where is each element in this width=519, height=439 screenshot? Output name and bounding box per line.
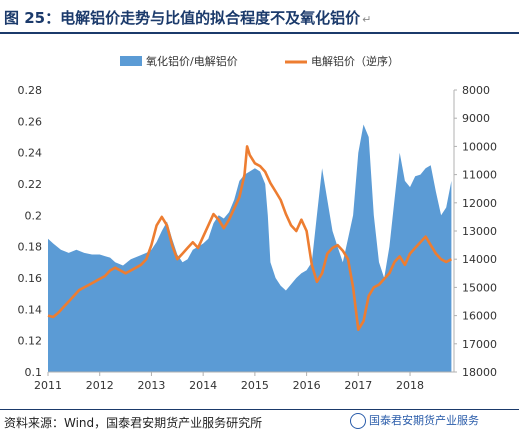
watermark-text: 国泰君安期货产业服务 bbox=[369, 414, 479, 427]
line-series-aluminum-price bbox=[47, 145, 453, 331]
y-left-tick-label: 0.14 bbox=[18, 303, 43, 316]
y-left-tick-label: 0.24 bbox=[18, 147, 43, 160]
x-tick-label: 2013 bbox=[137, 379, 165, 392]
watermark: 国泰君安期货产业服务 bbox=[350, 412, 479, 429]
y-right-tick-label: 14000 bbox=[462, 253, 497, 266]
legend-label-line: 电解铝价（逆序） bbox=[311, 54, 399, 68]
y-left-tick-label: 0.28 bbox=[18, 84, 43, 97]
y-left-tick-label: 0.2 bbox=[25, 209, 43, 222]
x-tick-label: 2011 bbox=[34, 379, 62, 392]
y-right-tick-label: 17000 bbox=[462, 338, 497, 351]
axis-layer: 0.1 0.12 0.14 0.16 0.18 0.2 0.22 0.24 0.26 0.28 80… bbox=[18, 84, 498, 392]
x-tick-label: 2017 bbox=[344, 379, 372, 392]
y-right-tick-label: 9000 bbox=[462, 112, 490, 125]
title-rule bbox=[0, 32, 519, 34]
area-layer bbox=[48, 124, 452, 372]
source-note: 资料来源：Wind，国泰君安期货产业服务研究所 bbox=[4, 416, 263, 430]
y-left-tick-label: 0.1 bbox=[25, 366, 43, 379]
y-left-tick-label: 0.18 bbox=[18, 241, 43, 254]
y-right-tick-label: 15000 bbox=[462, 281, 497, 294]
y-right-tick-label: 13000 bbox=[462, 225, 497, 238]
x-tick-label: 2014 bbox=[189, 379, 217, 392]
logo-icon bbox=[350, 413, 366, 429]
x-tick-label: 2015 bbox=[241, 379, 269, 392]
x-tick-label: 2012 bbox=[86, 379, 114, 392]
figure-title-bar: 图 25：电解铝价走势与比值的拟合程度不及氧化铝价 ↵ bbox=[0, 0, 519, 30]
y-right-tick-label: 11000 bbox=[462, 169, 497, 182]
line-layer bbox=[47, 145, 453, 331]
y-right-tick-label: 12000 bbox=[462, 197, 497, 210]
figure-title: 图 25：电解铝价走势与比值的拟合程度不及氧化铝价 ↵ bbox=[4, 9, 372, 27]
y-left-tick-label: 0.26 bbox=[18, 115, 43, 128]
footer-rule bbox=[0, 409, 519, 410]
area-series-ratio bbox=[48, 124, 452, 372]
legend: 氧化铝价/电解铝价 电解铝价（逆序） bbox=[120, 54, 399, 68]
y-right-tick-label: 10000 bbox=[462, 140, 497, 153]
legend-swatch-area bbox=[120, 56, 142, 66]
y-right-tick-label: 8000 bbox=[462, 84, 490, 97]
y-right-tick-label: 18000 bbox=[462, 366, 497, 379]
legend-label-area: 氧化铝价/电解铝价 bbox=[146, 54, 238, 68]
y-left-tick-label: 0.12 bbox=[18, 335, 43, 348]
chart: 0.1 0.12 0.14 0.16 0.18 0.2 0.22 0.24 0.26 0.28 80… bbox=[18, 54, 498, 392]
return-mark: ↵ bbox=[362, 13, 372, 26]
x-tick-label: 2016 bbox=[293, 379, 321, 392]
x-tick-label: 2018 bbox=[396, 379, 424, 392]
y-right-tick-label: 16000 bbox=[462, 310, 497, 323]
y-left-tick-label: 0.16 bbox=[18, 272, 43, 285]
y-left-tick-label: 0.22 bbox=[18, 178, 43, 191]
